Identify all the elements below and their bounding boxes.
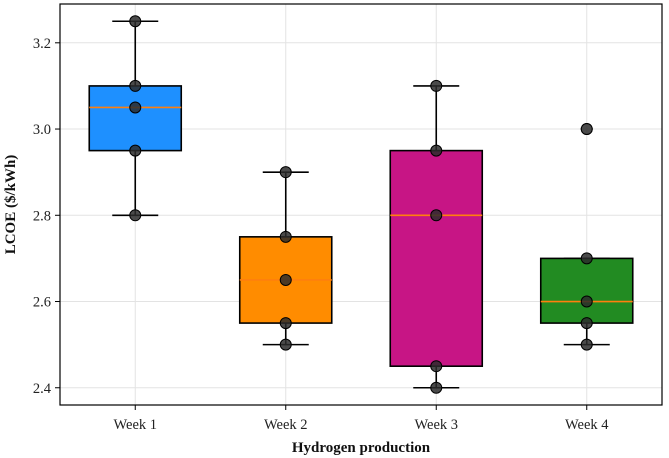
data-point bbox=[279, 166, 292, 179]
data-point bbox=[580, 295, 593, 308]
data-point bbox=[430, 381, 443, 394]
data-point bbox=[580, 317, 593, 330]
x-tick-label: Week 4 bbox=[565, 417, 609, 433]
y-axis-label: LCOE ($/kWh) bbox=[3, 155, 19, 255]
box-series bbox=[88, 20, 634, 389]
y-axis: 2.4 2.6 2.8 3.0 3.2 bbox=[33, 36, 60, 397]
data-point bbox=[430, 79, 443, 92]
data-point bbox=[129, 79, 142, 92]
data-point bbox=[279, 230, 292, 243]
x-tick-label: Week 1 bbox=[113, 417, 157, 433]
y-tick-label: 2.4 bbox=[33, 381, 52, 397]
data-points bbox=[129, 15, 593, 394]
x-axis-label: Hydrogen production bbox=[292, 440, 431, 456]
data-point bbox=[129, 15, 142, 28]
data-point bbox=[580, 338, 593, 351]
plot-frame bbox=[59, 3, 663, 406]
data-point bbox=[430, 209, 443, 222]
box-body bbox=[539, 257, 634, 324]
x-axis: Week 1 Week 2 Week 3 Week 4 bbox=[113, 405, 609, 433]
x-tick-label: Week 3 bbox=[414, 417, 458, 433]
data-point bbox=[580, 123, 593, 136]
box-week-3 bbox=[389, 85, 484, 389]
data-point bbox=[129, 101, 142, 114]
data-point bbox=[580, 252, 593, 265]
data-point bbox=[279, 273, 292, 286]
data-point bbox=[430, 360, 443, 373]
data-point bbox=[129, 209, 142, 222]
box-body bbox=[88, 85, 183, 152]
y-tick-label: 3.0 bbox=[33, 122, 51, 138]
y-tick-label: 3.2 bbox=[33, 36, 51, 52]
y-tick-label: 2.6 bbox=[33, 295, 51, 311]
box-week-1 bbox=[88, 20, 183, 217]
data-point bbox=[129, 144, 142, 157]
box-body bbox=[389, 149, 484, 367]
y-tick-label: 2.8 bbox=[33, 208, 51, 224]
data-point bbox=[279, 338, 292, 351]
data-point bbox=[279, 317, 292, 330]
data-point bbox=[430, 144, 443, 157]
x-tick-label: Week 2 bbox=[264, 417, 308, 433]
